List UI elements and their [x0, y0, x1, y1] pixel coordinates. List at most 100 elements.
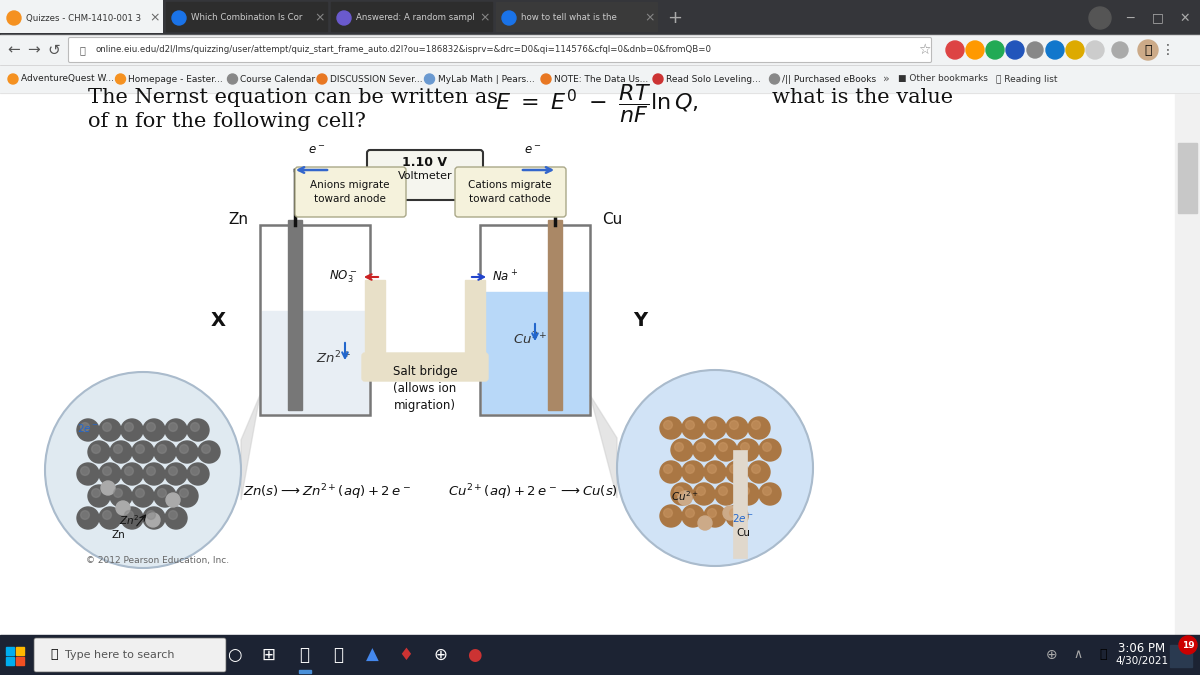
Bar [548, 220, 562, 410]
Circle shape [726, 417, 748, 439]
Text: how to tell what is the: how to tell what is the [521, 14, 619, 22]
Text: Homepage - Easter...: Homepage - Easter... [128, 74, 223, 84]
Circle shape [103, 510, 112, 519]
FancyBboxPatch shape [455, 167, 566, 217]
Circle shape [425, 74, 434, 84]
Circle shape [168, 466, 178, 475]
Circle shape [88, 441, 110, 463]
Text: Anions migrate
toward anode: Anions migrate toward anode [311, 180, 390, 204]
Circle shape [664, 464, 672, 473]
Bar [733, 450, 746, 558]
Text: $Zn^{2+}$: $Zn^{2+}$ [119, 513, 146, 527]
Text: The Nernst equation can be written as: The Nernst equation can be written as [88, 88, 498, 107]
Text: Cations migrate
toward cathode: Cations migrate toward cathode [468, 180, 552, 204]
Circle shape [114, 489, 122, 497]
Circle shape [168, 510, 178, 519]
Polygon shape [241, 395, 260, 500]
Circle shape [176, 441, 198, 463]
Circle shape [317, 74, 326, 84]
Circle shape [77, 463, 98, 485]
Circle shape [125, 510, 133, 519]
Circle shape [726, 461, 748, 483]
Circle shape [77, 419, 98, 441]
Circle shape [154, 485, 176, 507]
Circle shape [157, 489, 167, 497]
Text: /|| Purchased eBooks: /|| Purchased eBooks [782, 74, 877, 84]
Circle shape [748, 417, 770, 439]
Bar [496, 2, 658, 31]
Circle shape [143, 463, 166, 485]
Bar [331, 2, 492, 31]
Text: MyLab Math | Pears...: MyLab Math | Pears... [438, 74, 534, 84]
Circle shape [763, 487, 772, 495]
Circle shape [115, 74, 126, 84]
Text: ↺: ↺ [48, 43, 60, 57]
Text: ✕: ✕ [1180, 11, 1190, 24]
Bar [16, 647, 24, 655]
Bar [0, 35, 1200, 65]
Text: $Cu^{2+}$: $Cu^{2+}$ [671, 489, 698, 503]
Circle shape [166, 493, 180, 507]
Circle shape [678, 491, 692, 505]
Bar [288, 220, 302, 410]
FancyBboxPatch shape [367, 150, 482, 200]
Circle shape [143, 419, 166, 441]
Text: of n for the following cell?: of n for the following cell? [88, 112, 366, 131]
Circle shape [674, 487, 684, 495]
Text: Y: Y [632, 310, 647, 329]
Bar [466, 280, 485, 360]
FancyBboxPatch shape [295, 167, 406, 217]
Circle shape [98, 507, 121, 529]
Circle shape [708, 421, 716, 429]
Circle shape [660, 505, 682, 527]
Text: $e^-$: $e^-$ [524, 144, 541, 157]
Circle shape [121, 507, 143, 529]
Bar [260, 225, 370, 415]
Text: 📋 Reading list: 📋 Reading list [996, 74, 1058, 84]
Text: Type here to search: Type here to search [65, 650, 174, 660]
Text: ○: ○ [227, 646, 241, 664]
Text: ×: × [314, 11, 325, 24]
Bar [262, 310, 368, 413]
Circle shape [760, 483, 781, 505]
Text: $NO_3^-$: $NO_3^-$ [330, 269, 358, 286]
Circle shape [337, 11, 352, 25]
Circle shape [685, 421, 695, 429]
Circle shape [166, 463, 187, 485]
Text: ∧: ∧ [1074, 649, 1082, 662]
Circle shape [1086, 41, 1104, 59]
Circle shape [704, 505, 726, 527]
Text: ●: ● [467, 646, 481, 664]
Text: 3:06 PM: 3:06 PM [1118, 643, 1165, 655]
Circle shape [740, 487, 749, 495]
Circle shape [121, 463, 143, 485]
Circle shape [696, 443, 706, 452]
Text: Which Combination Is Cor: Which Combination Is Cor [191, 14, 302, 22]
Bar [0, 0, 1200, 35]
Circle shape [98, 463, 121, 485]
Circle shape [715, 439, 737, 461]
Text: »: » [883, 74, 890, 84]
Text: ─: ─ [1127, 11, 1134, 24]
Circle shape [191, 466, 199, 475]
Circle shape [88, 485, 110, 507]
FancyBboxPatch shape [68, 38, 931, 63]
Text: ⋮: ⋮ [1162, 43, 1175, 57]
Bar [166, 2, 326, 31]
Circle shape [737, 439, 760, 461]
Circle shape [125, 423, 133, 431]
Circle shape [91, 489, 101, 497]
Circle shape [77, 507, 98, 529]
Circle shape [132, 485, 154, 507]
Circle shape [191, 423, 199, 431]
Text: AdventureQuest W...: AdventureQuest W... [22, 74, 114, 84]
Text: 4/30/2021: 4/30/2021 [1116, 656, 1169, 666]
Text: what is the value: what is the value [772, 88, 953, 107]
Circle shape [80, 510, 90, 519]
Circle shape [168, 423, 178, 431]
Text: Cu: Cu [602, 213, 623, 227]
Circle shape [763, 443, 772, 452]
Text: →: → [28, 43, 41, 57]
Circle shape [110, 441, 132, 463]
Circle shape [730, 421, 738, 429]
